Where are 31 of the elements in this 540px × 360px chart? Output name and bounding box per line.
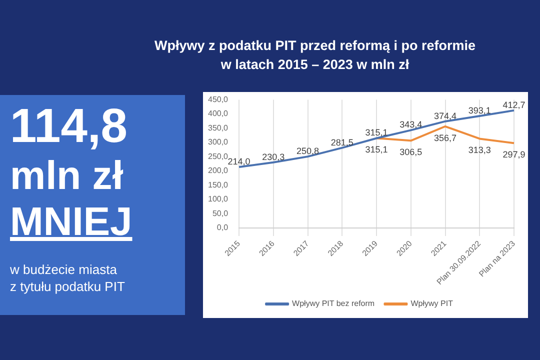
data-label: 250,8 <box>296 146 320 156</box>
data-label: 315,1 <box>365 144 388 155</box>
y-tick-label: 250,0 <box>208 152 229 161</box>
y-tick-label: 350,0 <box>208 123 229 132</box>
data-label: 297,9 <box>502 150 526 160</box>
text: MNIEJ <box>10 199 134 245</box>
y-tick-label: 150,0 <box>208 180 229 190</box>
y-tick-label: 400,0 <box>208 109 229 118</box>
text: w budżecie miasta z tytułu podatku PIT <box>10 261 126 295</box>
data-label: 374,4 <box>434 110 457 121</box>
legend-label: Wpływy PIT <box>410 299 454 308</box>
data-label: 343,4 <box>400 120 422 130</box>
chart-title: Wpływy z podatku PIT przed reformą i po reformie w latach 2015 – 2023 w mln zł <box>153 37 477 74</box>
y-tick-label: 300,0 <box>208 138 229 147</box>
data-label: 412,7 <box>502 100 526 110</box>
data-label: 306,5 <box>400 147 422 158</box>
legend-label: Wpływy PIT bez reform <box>292 299 375 308</box>
data-label: 356,7 <box>434 132 457 143</box>
y-tick-label: 200,0 <box>208 166 229 176</box>
text: mln zł <box>10 153 124 199</box>
y-tick-label: 100,0 <box>208 194 229 204</box>
text: 114,8 <box>10 100 128 153</box>
data-label: 393,1 <box>468 105 491 116</box>
data-label: 230,3 <box>262 152 285 162</box>
y-tick-label: 50,0 <box>212 208 229 218</box>
data-label: 214,0 <box>228 156 250 167</box>
data-label: 281,5 <box>330 137 354 148</box>
data-label: 315,1 <box>365 128 388 138</box>
y-tick-label: 0,0 <box>216 223 229 232</box>
data-label: 313,3 <box>468 145 491 156</box>
y-tick-label: 450,0 <box>208 95 229 104</box>
